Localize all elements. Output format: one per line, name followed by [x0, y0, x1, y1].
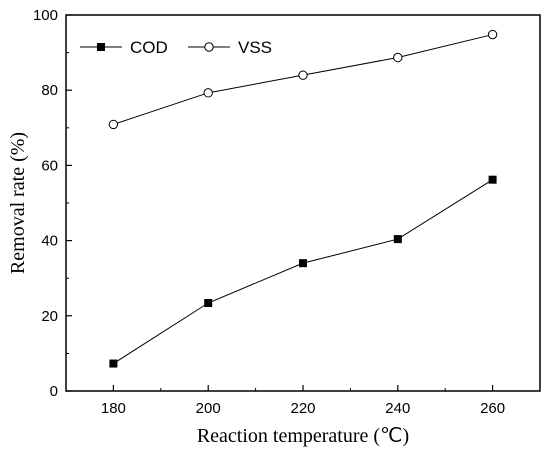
x-tick-label: 220	[290, 400, 315, 417]
legend-marker	[204, 42, 214, 52]
y-tick-label: 0	[50, 383, 58, 400]
vss-point	[487, 29, 498, 40]
cod-point	[299, 259, 307, 268]
x-tick-label: 260	[480, 400, 505, 417]
y-tick-label: 20	[41, 308, 58, 325]
x-tick-label: 200	[196, 400, 221, 417]
legend-label-vss: VSS	[238, 38, 272, 57]
y-tick-label: 60	[41, 157, 58, 174]
cod-point	[109, 359, 118, 368]
y-tick-label: 40	[41, 233, 58, 250]
x-axis-title: Reaction temperature (℃)	[197, 425, 409, 447]
y-axis: 0 20 40 60 80 100	[33, 7, 72, 400]
cod-point	[393, 235, 402, 244]
vss-point	[298, 70, 308, 80]
cod-point	[204, 299, 213, 308]
series-layer	[108, 29, 498, 368]
vss-point	[393, 52, 403, 63]
vss-point	[108, 119, 119, 130]
cod-line	[113, 179, 493, 364]
legend-label-cod: COD	[130, 38, 168, 57]
cod-point	[488, 175, 497, 184]
legend: COD VSS	[80, 38, 272, 57]
legend-marker	[97, 43, 105, 51]
y-tick-label: 80	[41, 82, 58, 99]
y-tick-label: 100	[33, 7, 58, 24]
x-tick-label: 180	[101, 400, 126, 417]
x-tick-label: 240	[385, 400, 410, 417]
x-axis: 180 200 220 240 260	[65, 385, 541, 417]
vss-point	[203, 88, 213, 98]
y-axis-title: Removal rate (%)	[7, 132, 29, 274]
